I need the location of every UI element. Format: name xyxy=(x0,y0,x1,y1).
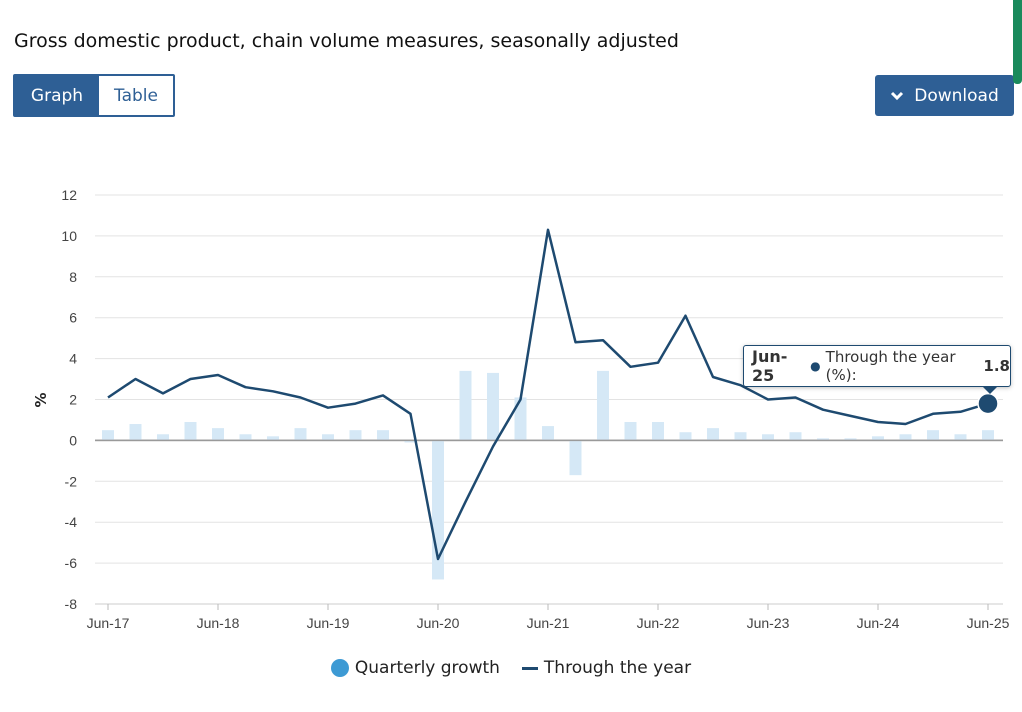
bar-quarterly-growth xyxy=(624,421,637,441)
bar-quarterly-growth xyxy=(927,430,939,441)
x-tick-label: Jun-17 xyxy=(87,615,130,631)
bar-quarterly-growth xyxy=(514,397,527,441)
legend-line-icon xyxy=(521,666,538,670)
tooltip-date: Jun-25 xyxy=(752,347,788,385)
x-tick-label: Jun-19 xyxy=(307,615,350,631)
bar-quarterly-growth xyxy=(267,436,279,441)
bar-quarterly-growth xyxy=(212,428,224,441)
legend-label-through-year: Through the year xyxy=(543,658,692,678)
bar-quarterly-growth xyxy=(322,434,334,441)
x-tick-label: Jun-21 xyxy=(527,615,570,631)
bar-quarterly-growth xyxy=(844,438,857,441)
y-tick-label: 2 xyxy=(69,392,77,408)
bar-quarterly-growth xyxy=(982,430,994,441)
tab-graph[interactable]: Graph xyxy=(15,76,99,115)
bar-quarterly-growth xyxy=(954,434,967,441)
bar-quarterly-growth xyxy=(679,432,692,441)
chevron-down-icon xyxy=(891,91,904,100)
y-tick-label: 4 xyxy=(69,351,77,367)
y-tick-label: -4 xyxy=(65,514,78,530)
y-tick-label: -8 xyxy=(65,596,78,612)
x-tick-label: Jun-24 xyxy=(857,615,900,631)
page-title: Gross domestic product, chain volume mea… xyxy=(14,30,679,52)
bar-quarterly-growth xyxy=(349,430,362,441)
bar-quarterly-growth xyxy=(872,436,884,441)
y-tick-label: 8 xyxy=(69,269,77,285)
legend-dot-icon xyxy=(330,659,349,677)
tooltip-series: Through the year (%): xyxy=(825,348,956,384)
chart-tooltip: Jun-25 ● Through the year (%): 1.8 xyxy=(743,345,1011,387)
bar-quarterly-growth xyxy=(762,434,774,441)
tooltip-bullet-icon: ● xyxy=(810,359,821,373)
bar-quarterly-growth xyxy=(817,438,829,441)
bar-quarterly-growth xyxy=(102,430,114,441)
highlight-point xyxy=(977,392,999,415)
y-tick-label: -6 xyxy=(65,555,78,571)
bar-quarterly-growth xyxy=(652,421,664,441)
y-axis-label: % xyxy=(32,392,50,407)
bar-quarterly-growth xyxy=(404,440,417,443)
y-tick-label: 10 xyxy=(61,228,77,244)
bar-quarterly-growth xyxy=(569,440,582,476)
bar-quarterly-growth xyxy=(487,372,499,441)
legend-label-quarterly: Quarterly growth xyxy=(354,658,500,678)
bar-quarterly-growth xyxy=(184,421,197,441)
tooltip-value: 1.8 xyxy=(983,357,1010,375)
x-tick-label: Jun-22 xyxy=(637,615,680,631)
y-tick-label: -2 xyxy=(65,473,78,489)
y-tick-label: 6 xyxy=(69,310,77,326)
legend-item-quarterly[interactable]: Quarterly growth xyxy=(330,658,500,678)
x-tick-label: Jun-25 xyxy=(967,615,1010,631)
y-tick-label: 0 xyxy=(69,432,77,448)
bar-quarterly-growth xyxy=(597,370,609,441)
bar-quarterly-growth xyxy=(157,434,169,441)
x-tick-label: Jun-18 xyxy=(197,615,240,631)
download-button[interactable]: Download xyxy=(875,75,1014,116)
bar-quarterly-growth xyxy=(377,430,389,441)
bar-quarterly-growth xyxy=(542,426,554,441)
x-tick-label: Jun-23 xyxy=(747,615,790,631)
legend-item-through-year[interactable]: Through the year xyxy=(521,658,692,678)
x-tick-label: Jun-20 xyxy=(417,615,460,631)
bar-quarterly-growth xyxy=(294,428,307,441)
chart-legend: Quarterly growth Through the year xyxy=(0,658,1022,678)
bar-quarterly-growth xyxy=(459,370,472,441)
bar-quarterly-growth xyxy=(734,432,747,441)
bar-quarterly-growth xyxy=(707,428,719,441)
y-tick-label: 12 xyxy=(61,187,77,203)
view-tabs: Graph Table xyxy=(13,74,175,117)
scrollbar[interactable] xyxy=(1013,0,1022,84)
download-label: Download xyxy=(914,85,999,106)
bar-quarterly-growth xyxy=(239,434,252,441)
bar-quarterly-growth xyxy=(789,432,802,441)
tab-table[interactable]: Table xyxy=(99,76,173,115)
bar-quarterly-growth xyxy=(899,434,912,441)
bar-quarterly-growth xyxy=(129,424,142,441)
series-line-through-the-year xyxy=(107,228,989,561)
tooltip-arrow xyxy=(982,386,998,394)
